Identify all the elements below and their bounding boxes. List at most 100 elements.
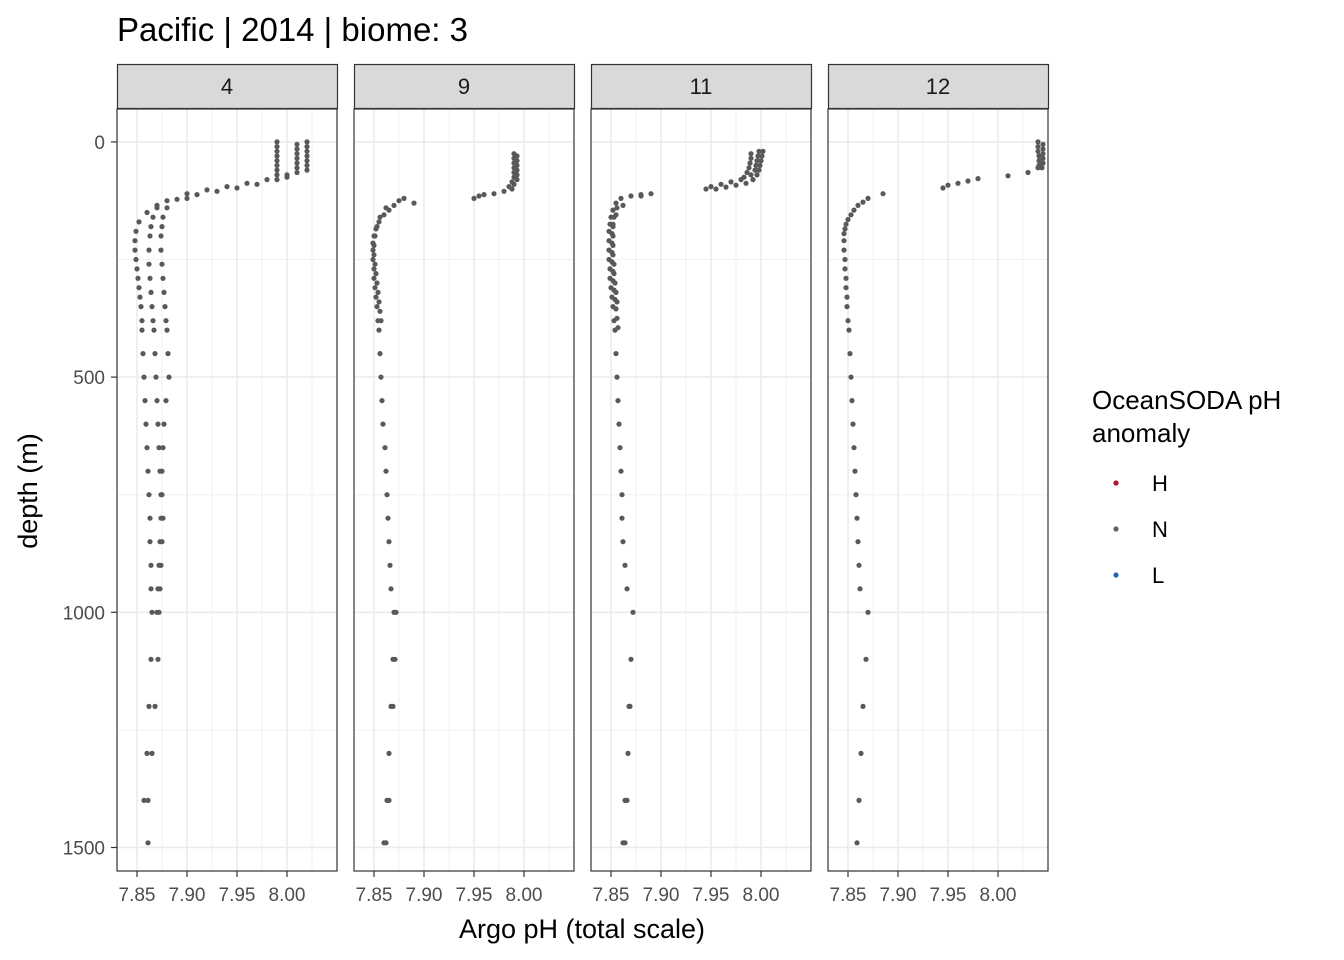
data-point	[164, 327, 170, 333]
x-tick-label: 7.90	[406, 885, 443, 906]
data-point	[854, 840, 860, 846]
data-point	[1035, 148, 1041, 154]
data-point	[150, 214, 156, 220]
data-point	[610, 224, 616, 230]
legend-label-H: H	[1152, 471, 1168, 496]
data-point	[945, 182, 951, 188]
data-point	[387, 562, 393, 568]
data-point	[380, 421, 386, 427]
data-point	[294, 146, 300, 152]
data-point	[615, 398, 621, 404]
data-point	[371, 242, 377, 248]
data-point	[624, 586, 630, 592]
x-tick-label: 7.90	[643, 885, 680, 906]
data-point	[162, 304, 168, 310]
facet-strip	[353, 63, 576, 110]
data-point	[158, 562, 164, 568]
data-point	[628, 656, 634, 662]
data-point	[750, 177, 756, 183]
data-point	[1035, 165, 1041, 171]
data-point	[244, 180, 250, 186]
data-point	[386, 539, 392, 545]
data-point	[614, 315, 620, 321]
data-point	[841, 247, 847, 253]
data-point	[619, 492, 625, 498]
data-point	[294, 165, 300, 171]
y-tick-label: 1000	[63, 603, 105, 624]
data-point	[140, 351, 146, 357]
data-point	[846, 327, 852, 333]
data-point	[160, 445, 166, 451]
data-point	[138, 304, 144, 310]
data-point	[848, 374, 854, 380]
data-point	[620, 202, 626, 208]
data-point	[855, 539, 861, 545]
data-point	[625, 750, 631, 757]
data-point	[304, 139, 310, 145]
data-point	[755, 153, 761, 159]
data-point	[728, 179, 734, 185]
data-point	[756, 167, 762, 173]
data-point	[164, 198, 170, 204]
data-point	[718, 181, 724, 187]
panel-border	[116, 108, 338, 872]
data-point	[491, 191, 497, 197]
data-point	[514, 158, 520, 164]
data-point	[382, 445, 388, 451]
data-point	[160, 515, 166, 521]
data-point	[379, 398, 385, 404]
data-point	[146, 261, 152, 267]
data-point	[156, 445, 162, 451]
data-point	[151, 327, 157, 333]
data-point	[610, 207, 616, 213]
data-point	[975, 176, 981, 182]
data-point	[156, 609, 162, 615]
data-point	[132, 238, 138, 244]
data-point	[865, 609, 871, 615]
panel-background	[117, 109, 337, 871]
data-point	[622, 840, 628, 846]
data-point	[760, 148, 766, 154]
facet-strip-label: 11	[690, 74, 713, 99]
legend-title-line-1: OceanSODA pH	[1092, 385, 1281, 415]
data-point	[514, 172, 520, 178]
data-point	[849, 398, 855, 404]
x-tick-label: 8.00	[506, 885, 543, 906]
data-point	[159, 492, 165, 498]
data-point	[164, 205, 170, 211]
x-tick-label: 8.00	[980, 885, 1017, 906]
data-point	[371, 266, 377, 272]
x-tick-label: 7.95	[219, 885, 256, 906]
data-point	[723, 184, 729, 190]
data-point	[294, 151, 300, 157]
data-point	[856, 797, 862, 804]
data-point	[630, 609, 636, 615]
data-point	[851, 445, 857, 451]
data-point	[377, 214, 383, 220]
data-point	[184, 191, 190, 197]
data-point	[844, 294, 850, 300]
data-point	[746, 165, 752, 171]
data-point	[159, 468, 165, 474]
x-tick-label: 7.90	[880, 885, 917, 906]
data-point	[757, 162, 763, 168]
data-point	[514, 177, 520, 183]
data-point	[152, 351, 158, 357]
data-point	[1035, 144, 1041, 150]
facet-panel-11: 11 7.85 7.90 7.95 8.00	[590, 63, 813, 906]
data-point	[157, 586, 163, 592]
data-point	[842, 256, 848, 263]
data-point	[284, 174, 290, 180]
data-point	[842, 226, 848, 232]
data-point	[158, 233, 164, 239]
data-point	[626, 703, 632, 710]
data-point	[146, 492, 152, 498]
data-point	[137, 294, 143, 300]
data-point	[733, 182, 739, 188]
data-point	[274, 167, 280, 173]
data-point	[371, 252, 377, 258]
data-point	[860, 199, 866, 205]
data-point	[615, 325, 621, 331]
data-point	[611, 271, 617, 277]
